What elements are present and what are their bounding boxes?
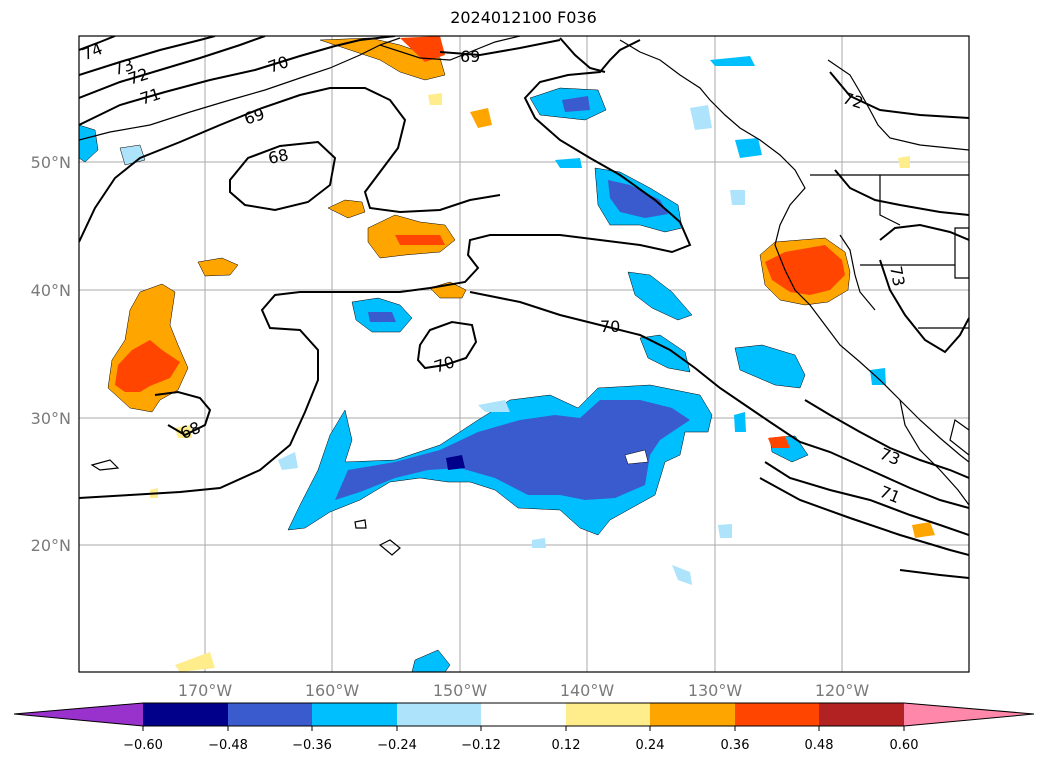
contour-ring-west	[879, 223, 969, 241]
latitude-labels: 50°N 40°N 30°N 20°N	[31, 153, 71, 555]
colorbar-tick-label: −0.60	[123, 738, 163, 753]
colorbar-bin-8	[735, 703, 819, 726]
colorbar-bin-5	[481, 703, 566, 726]
colorbar-tick-label: 0.36	[721, 738, 750, 753]
colorbar-bin-2	[228, 703, 312, 726]
contour-70-closed	[416, 320, 478, 370]
height-contours	[79, 36, 969, 579]
lon-label-170w: 170°W	[178, 681, 233, 700]
lat-label-30n: 30°N	[31, 409, 71, 428]
contour-68	[229, 140, 337, 212]
colorbar-bin-4	[397, 703, 481, 726]
colorbar-bin-1	[143, 703, 228, 726]
contour-label-73-right: 73	[886, 265, 908, 288]
negative-band-max	[446, 455, 465, 470]
colorbar-bin-9	[819, 703, 904, 726]
colorbar-bin-7	[650, 703, 735, 726]
colorbar-tick-label: 0.48	[805, 738, 834, 753]
lat-label-20n: 20°N	[31, 536, 71, 555]
contour-73-south	[804, 399, 969, 479]
contour-72-east	[829, 71, 969, 119]
contour-71-ring	[559, 37, 606, 73]
contour-69	[79, 87, 501, 243]
contour-south-lower	[759, 477, 969, 556]
lon-label-140w: 140°W	[560, 681, 615, 700]
lon-label-130w: 130°W	[688, 681, 743, 700]
lon-label-120w: 120°W	[815, 681, 870, 700]
colorbar-bin-3	[312, 703, 397, 726]
contour-bottom-right	[899, 569, 969, 579]
map-frame	[78, 35, 970, 673]
contour-69-north	[439, 39, 561, 57]
contour-label-70-east: 70	[600, 317, 620, 336]
colorbar-tick-label: −0.12	[461, 738, 501, 753]
contour-74	[79, 36, 116, 51]
map-title: 2024012100 F036	[450, 8, 597, 27]
contour-73-east	[834, 169, 969, 216]
contour-70-main	[79, 39, 692, 499]
negative-band-core	[335, 400, 690, 500]
colorbar: −0.60 −0.48 −0.36 −0.24 −0.12 0.12 0.24 …	[13, 702, 1035, 753]
graticule	[79, 36, 969, 672]
colorbar-ticks	[142, 726, 905, 731]
colorbar-extend-high	[904, 703, 1034, 726]
colorbar-tick-label: −0.36	[292, 738, 332, 753]
colorbar-tick-label: 0.60	[890, 738, 919, 753]
lat-label-40n: 40°N	[31, 281, 71, 300]
colorbar-tick-label: −0.24	[377, 738, 417, 753]
lat-label-50n: 50°N	[31, 153, 71, 172]
contour-72	[79, 36, 266, 99]
contour-label-69-north: 69	[460, 47, 480, 66]
contour-71-south	[764, 461, 969, 536]
contour-label-68: 68	[266, 145, 290, 168]
contour-72-right	[879, 259, 969, 354]
contour-73	[79, 36, 216, 76]
colorbar-bin-6	[566, 703, 650, 726]
colorbar-tick-label: 0.24	[636, 738, 665, 753]
colorbar-tick-label: −0.48	[208, 738, 248, 753]
colorbar-extend-low	[14, 703, 143, 726]
contour-70-east	[469, 291, 969, 509]
contour-71	[79, 36, 396, 126]
shaded-field	[79, 36, 935, 672]
contour-68-south	[154, 390, 212, 437]
longitude-labels: 170°W 160°W 150°W 140°W 130°W 120°W	[178, 681, 870, 700]
colorbar-tick-label: 0.12	[552, 738, 581, 753]
lon-label-160w: 160°W	[305, 681, 360, 700]
lon-label-150w: 150°W	[433, 681, 488, 700]
map-panel: 74 73 72 71 70 69 68 69 72 70 70 68 73 7…	[79, 36, 969, 672]
coastlines	[79, 36, 969, 556]
